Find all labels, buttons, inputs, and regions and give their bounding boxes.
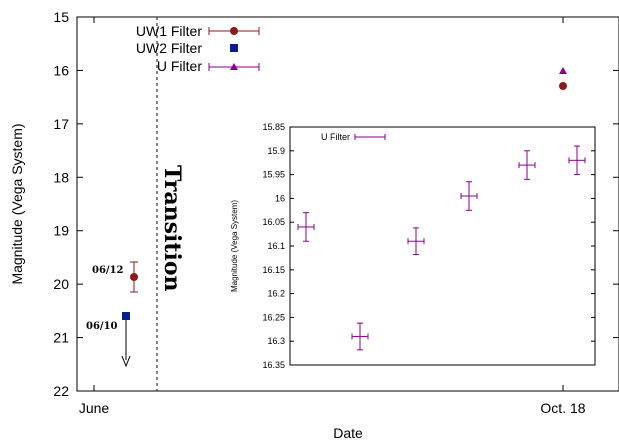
main-x-axis-label: Date	[333, 425, 363, 441]
legend-label-uw2: UW2 Filter	[136, 40, 202, 56]
uw1-point-june	[130, 261, 138, 293]
inset-data-point	[568, 145, 586, 176]
inset-y-tick-label: 16.1	[267, 241, 285, 251]
main-y-tick-label: 21	[53, 330, 69, 346]
inset-y-tick-label: 15.9	[267, 146, 285, 156]
annotation-06-10: 06/10	[86, 321, 118, 332]
u-point-oct	[559, 67, 567, 74]
inset-background	[290, 127, 595, 365]
inset-y-tick-label: 16.25	[262, 312, 285, 322]
inset-points	[297, 145, 586, 351]
main-y-tick-label: 17	[53, 116, 69, 132]
main-y-tick-label: 22	[53, 383, 69, 399]
inset-y-tick-label: 15.85	[262, 122, 285, 132]
inset-data-point	[297, 212, 315, 242]
inset-data-point	[351, 322, 369, 351]
inset-y-tick-label: 16.15	[262, 265, 285, 275]
main-x-tick-label: Oct. 18	[540, 400, 585, 416]
main-y-tick-label: 16	[53, 62, 69, 78]
legend-label-u: U Filter	[157, 58, 202, 74]
inset-data-point	[407, 227, 425, 256]
inset-y-axis-label: Magnitude (Vega System)	[230, 200, 239, 292]
inset-data-point	[460, 181, 478, 211]
inset-y-tick-label: 16.3	[267, 336, 285, 346]
inset-data-point	[518, 150, 536, 180]
main-y-tick-label: 19	[53, 223, 69, 239]
inset-y-tick-label: 16.2	[267, 289, 285, 299]
inset-legend-label: U Filter	[321, 132, 350, 142]
inset-y-tick-label: 16.35	[262, 360, 285, 370]
uw2-upper-limit-june	[121, 312, 131, 368]
main-y-ticks: 15 16 17 18 19 20 21 22	[53, 9, 619, 399]
legend-marker-u	[208, 63, 260, 71]
main-y-axis-label: Magnitude (Vega System)	[9, 123, 25, 284]
main-legend: UW1 Filter UW2 Filter U Filter	[136, 23, 260, 74]
uw1-point-oct	[559, 82, 567, 90]
inset-y-tick-label: 16	[275, 193, 285, 203]
inset-y-tick-label: 15.95	[262, 170, 285, 180]
legend-label-uw1: UW1 Filter	[136, 23, 202, 39]
main-y-tick-label: 15	[53, 9, 69, 25]
inset-legend: U Filter	[321, 132, 386, 142]
main-y-tick-label: 18	[53, 169, 69, 185]
inset-y-ticks: 15.85 15.9 15.95 16 16.05 16.1 16.15 16.2 16.25 1…	[262, 122, 595, 370]
main-plot-frame	[76, 16, 619, 392]
legend-marker-uw1	[208, 27, 260, 35]
annotation-06-12: 06/12	[92, 265, 124, 276]
inset-y-tick-label: 16.05	[262, 217, 285, 227]
transition-label: Transition	[159, 165, 185, 292]
inset-legend-marker	[354, 134, 386, 140]
legend-marker-uw2	[230, 44, 238, 52]
main-y-tick-label: 20	[53, 276, 69, 292]
main-x-tick-label: June	[79, 400, 110, 416]
main-x-ticks: June Oct. 18	[79, 17, 586, 416]
